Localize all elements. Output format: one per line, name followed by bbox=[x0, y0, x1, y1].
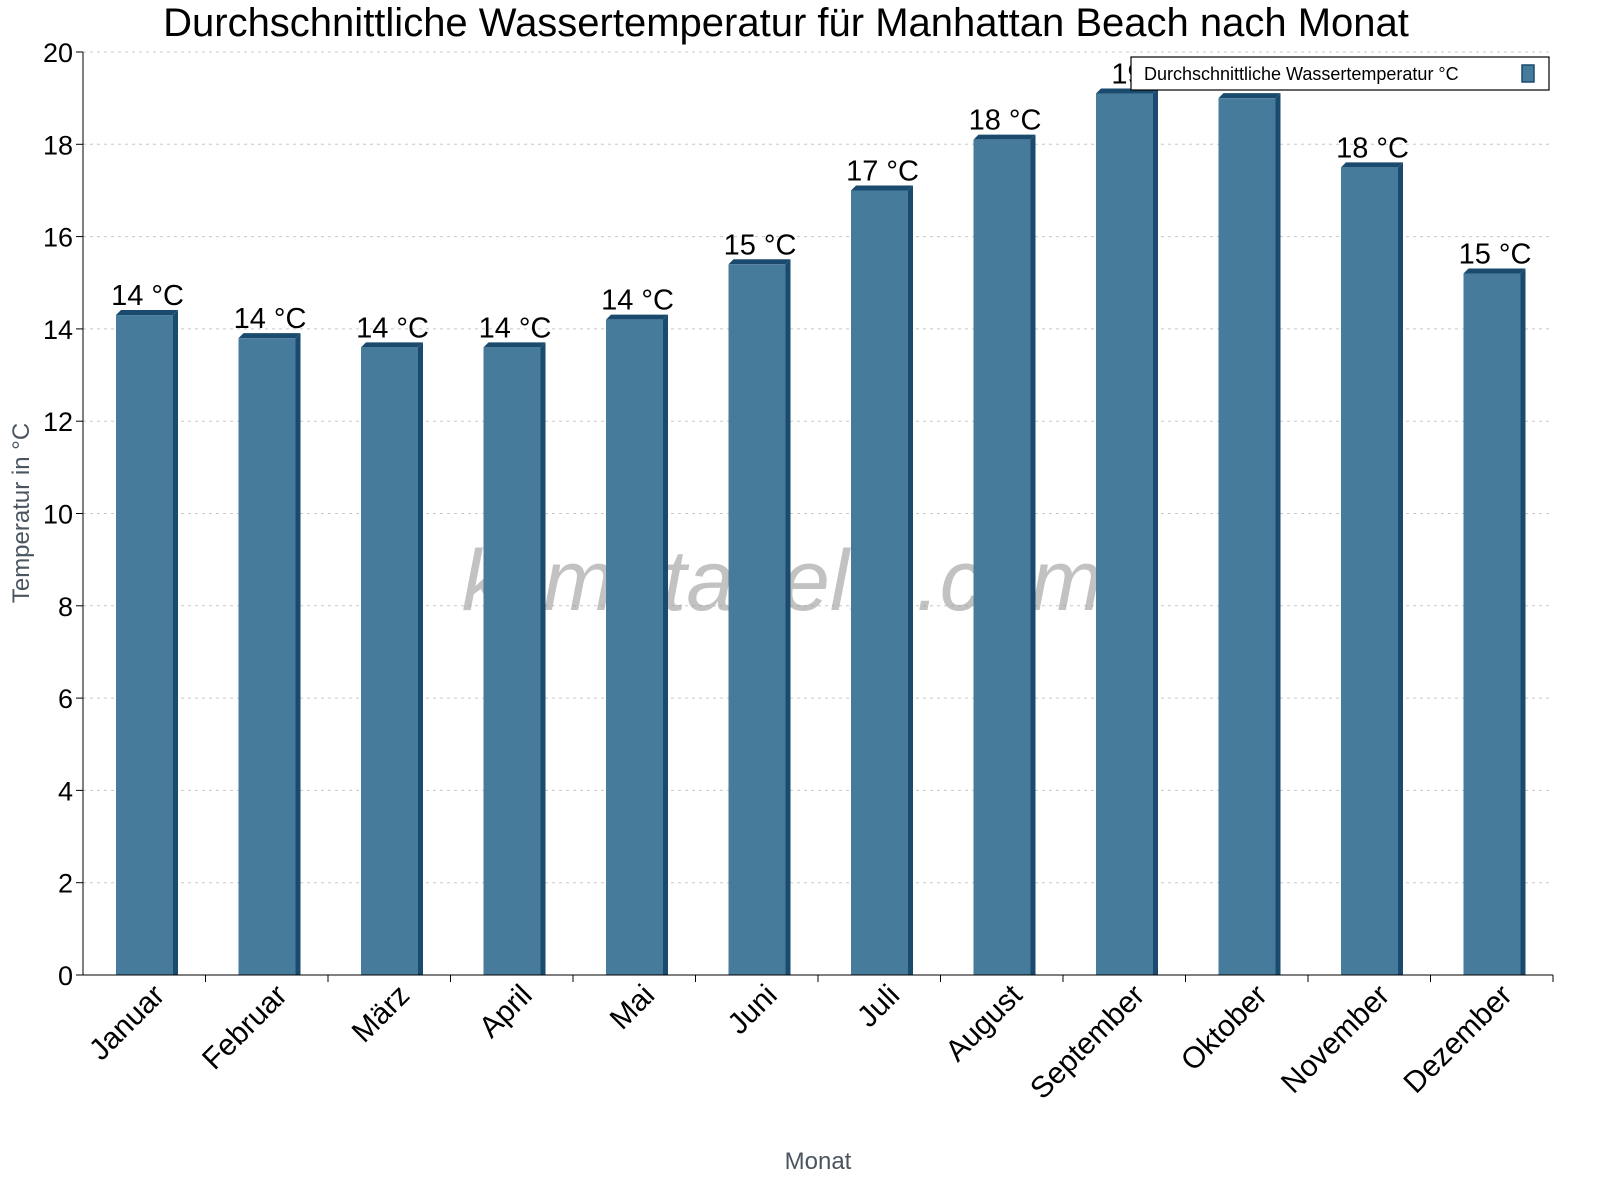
data-label: 15 °C bbox=[1459, 239, 1532, 271]
bar-side bbox=[295, 333, 301, 975]
x-tick-label: April bbox=[473, 979, 539, 1045]
bar-top bbox=[1463, 268, 1526, 274]
legend: Durchschnittliche Wassertemperatur °C bbox=[1130, 56, 1550, 91]
bar bbox=[1096, 93, 1153, 975]
bar bbox=[483, 347, 541, 975]
bar-side bbox=[540, 342, 546, 975]
grid bbox=[83, 51, 1553, 884]
x-tick-label: März bbox=[346, 979, 416, 1049]
y-tick-label: 6 bbox=[58, 684, 73, 714]
bar-top bbox=[606, 314, 668, 320]
x-tick-label: Oktober bbox=[1175, 979, 1274, 1078]
y-tick-label: 0 bbox=[58, 961, 73, 991]
bar-top bbox=[1341, 162, 1403, 168]
x-tick-label: Mai bbox=[604, 979, 662, 1037]
y-tick-label: 20 bbox=[43, 38, 73, 68]
bar bbox=[728, 264, 786, 975]
bar bbox=[238, 338, 296, 975]
bar-top bbox=[851, 185, 913, 191]
bar-side bbox=[1153, 88, 1158, 975]
legend-swatch bbox=[1521, 64, 1535, 83]
x-tick-label: November bbox=[1275, 979, 1396, 1100]
bar-top bbox=[116, 310, 178, 316]
y-tick-label: 16 bbox=[43, 223, 73, 253]
bar-top bbox=[483, 342, 546, 348]
y-axis-label: Temperatur in °C bbox=[8, 423, 35, 603]
x-tick-label: Juli bbox=[851, 979, 906, 1034]
bar bbox=[606, 319, 663, 975]
data-label: 15 °C bbox=[724, 229, 797, 261]
x-tick-label: September bbox=[1024, 979, 1151, 1106]
bar-side bbox=[663, 314, 668, 975]
data-label: 14 °C bbox=[234, 303, 307, 335]
bar bbox=[1463, 273, 1521, 975]
data-label: 18 °C bbox=[1336, 132, 1409, 164]
y-tick-label: 12 bbox=[43, 407, 73, 437]
bar-side bbox=[1030, 134, 1036, 975]
data-label: 14 °C bbox=[111, 280, 184, 312]
chart-title: Durchschnittliche Wassertemperatur für M… bbox=[163, 1, 1409, 45]
bar bbox=[116, 315, 173, 975]
x-tick-label: Januar bbox=[83, 979, 171, 1067]
y-tick-label: 10 bbox=[43, 500, 73, 530]
x-tick-label: Dezember bbox=[1398, 979, 1519, 1100]
bar-top bbox=[238, 333, 301, 339]
legend-label: Durchschnittliche Wassertemperatur °C bbox=[1144, 64, 1459, 84]
y-tick-label: 14 bbox=[43, 315, 73, 345]
data-labels: 14 °C 14 °C 14 °C 14 °C 14 °C 15 °C 17 °C 18 °C… bbox=[111, 59, 1531, 345]
bars bbox=[116, 88, 1526, 975]
y-tick-label: 8 bbox=[58, 592, 73, 622]
bar bbox=[361, 347, 418, 975]
bar-side bbox=[173, 310, 178, 975]
x-axis-label: Monat bbox=[785, 1148, 852, 1175]
x-tick-label: August bbox=[939, 978, 1029, 1068]
x-tick-label: Juni bbox=[721, 979, 783, 1041]
bar bbox=[1218, 98, 1276, 975]
y-tick-label: 18 bbox=[43, 130, 73, 160]
bar-side bbox=[908, 185, 913, 975]
data-label: 14 °C bbox=[356, 312, 429, 344]
bar-top bbox=[1218, 93, 1281, 99]
bar-side bbox=[1275, 93, 1281, 975]
bar bbox=[851, 190, 908, 975]
bar-side bbox=[418, 342, 423, 975]
data-label: 14 °C bbox=[601, 285, 674, 317]
bar bbox=[973, 139, 1031, 975]
bar-top bbox=[728, 259, 791, 265]
y-tick-label: 4 bbox=[58, 776, 73, 806]
data-label: 18 °C bbox=[969, 105, 1042, 137]
bar-top bbox=[361, 342, 423, 348]
x-tick-label: Februar bbox=[196, 979, 294, 1077]
data-label: 14 °C bbox=[479, 312, 552, 344]
y-tick-label: 2 bbox=[58, 869, 73, 899]
bar-side bbox=[785, 259, 791, 975]
data-label: 17 °C bbox=[846, 155, 919, 187]
bar-side bbox=[1398, 162, 1403, 975]
bar bbox=[1341, 167, 1398, 975]
bar-top bbox=[973, 134, 1036, 140]
bar-side bbox=[1520, 268, 1526, 975]
legend-box bbox=[1130, 56, 1550, 91]
